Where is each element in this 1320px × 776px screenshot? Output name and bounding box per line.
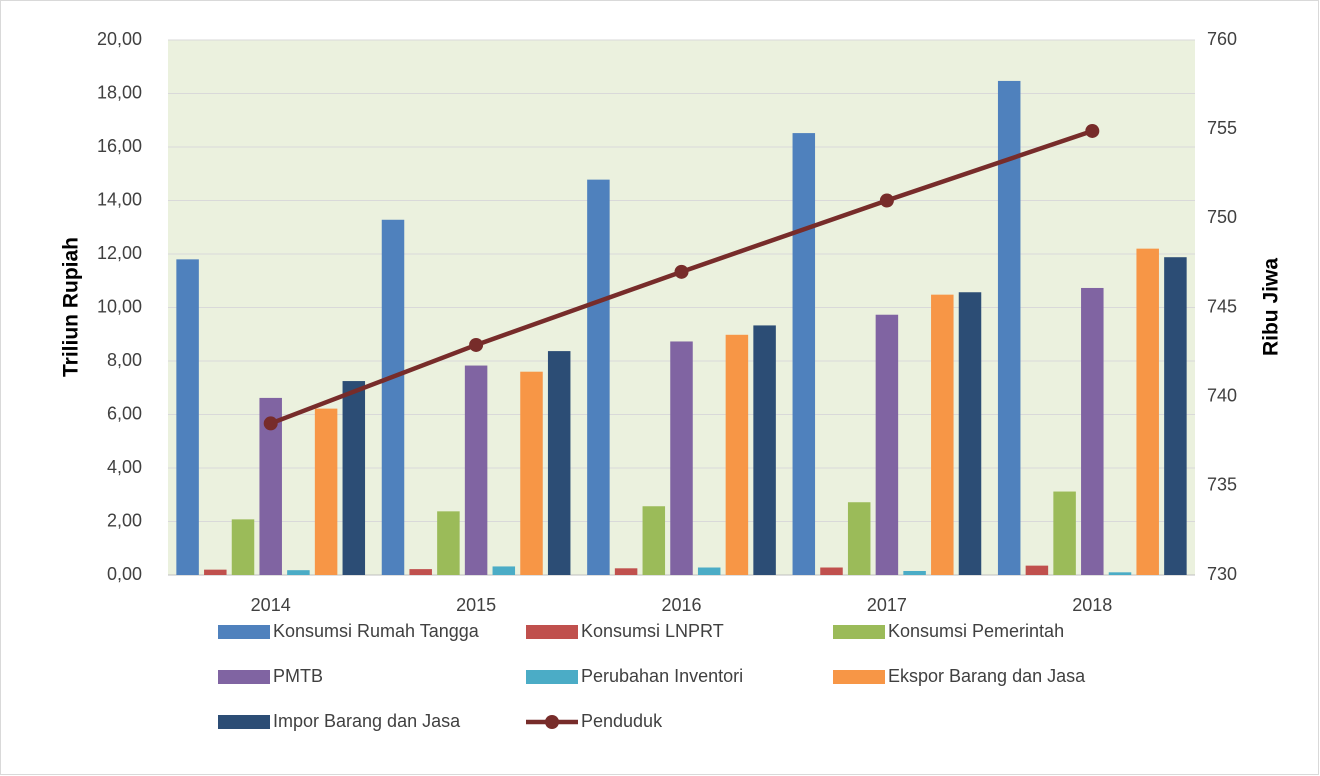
y-tick-label: 12,00 — [97, 243, 142, 263]
bar — [1053, 491, 1076, 575]
legend-label: Perubahan Inventori — [581, 666, 743, 686]
line-marker — [1085, 123, 1100, 138]
x-tick-label: 2015 — [456, 595, 496, 615]
bar — [697, 567, 721, 575]
y-tick-label: 6,00 — [107, 403, 142, 423]
bar — [464, 365, 488, 575]
bar — [287, 570, 310, 575]
line-marker — [674, 264, 689, 279]
bar — [1081, 287, 1104, 575]
x-tick-label: 2018 — [1072, 595, 1112, 615]
legend-label: Konsumsi Pemerintah — [888, 621, 1064, 641]
y-tick-label: 0,00 — [107, 564, 142, 584]
bar — [381, 219, 405, 575]
legend-swatch — [526, 670, 578, 684]
bar — [614, 568, 638, 575]
y2-tick-label: 735 — [1207, 475, 1237, 495]
bar — [547, 351, 571, 575]
legend-swatch — [218, 670, 270, 684]
bar — [587, 179, 610, 575]
bar — [231, 519, 255, 575]
legend-label: Konsumsi Rumah Tangga — [273, 621, 480, 641]
y-tick-label: 18,00 — [97, 82, 142, 102]
bar — [997, 80, 1021, 576]
line-marker — [263, 416, 278, 431]
y2-tick-label: 755 — [1207, 118, 1237, 138]
legend-label: Penduduk — [581, 711, 663, 731]
legend-swatch — [545, 715, 559, 729]
legend-swatch — [218, 715, 270, 729]
bar — [792, 133, 816, 575]
legend-label: Ekspor Barang dan Jasa — [888, 666, 1086, 686]
bar — [931, 294, 954, 575]
y-tick-label: 2,00 — [107, 510, 142, 530]
bar — [492, 566, 516, 575]
y2-tick-label: 730 — [1207, 564, 1237, 584]
y-tick-label: 20,00 — [97, 29, 142, 49]
line-marker — [469, 337, 484, 352]
legend-label: Impor Barang dan Jasa — [273, 711, 461, 731]
bar — [437, 511, 460, 575]
line-marker — [879, 193, 894, 208]
legend-swatch — [526, 625, 578, 639]
bar — [670, 341, 693, 575]
bar — [1164, 257, 1187, 575]
bar — [753, 325, 776, 575]
y-axis-title: Triliun Rupiah — [60, 237, 83, 377]
y2-tick-label: 760 — [1207, 29, 1237, 49]
y-tick-label: 16,00 — [97, 136, 142, 156]
bar — [847, 502, 871, 575]
y-tick-label: 8,00 — [107, 350, 142, 370]
y2-tick-label: 740 — [1207, 385, 1237, 405]
legend-label: PMTB — [273, 666, 323, 686]
bar — [1136, 248, 1159, 575]
legend-swatch — [833, 670, 885, 684]
y-tick-label: 14,00 — [97, 189, 142, 209]
bar — [820, 567, 843, 575]
bar — [204, 569, 227, 575]
bar — [259, 397, 282, 575]
legend-label: Konsumsi LNPRT — [581, 621, 724, 641]
bar — [642, 506, 666, 575]
bar — [342, 381, 366, 575]
bar — [958, 292, 982, 575]
y2-axis-title: Ribu Jiwa — [1260, 258, 1283, 356]
bar — [409, 569, 432, 575]
y2-tick-label: 750 — [1207, 207, 1237, 227]
legend-swatch — [218, 625, 270, 639]
bar — [875, 314, 899, 575]
legend-swatch — [833, 625, 885, 639]
x-tick-label: 2016 — [661, 595, 701, 615]
bar — [520, 371, 543, 575]
y-tick-label: 4,00 — [107, 457, 142, 477]
bar — [725, 334, 749, 575]
y-tick-label: 10,00 — [97, 296, 142, 316]
bar — [903, 570, 926, 575]
bar — [1108, 572, 1132, 575]
bar — [314, 408, 338, 575]
bar — [1025, 565, 1049, 575]
y2-tick-label: 745 — [1207, 296, 1237, 316]
bar — [176, 259, 199, 575]
x-tick-label: 2014 — [251, 595, 291, 615]
x-tick-label: 2017 — [867, 595, 907, 615]
